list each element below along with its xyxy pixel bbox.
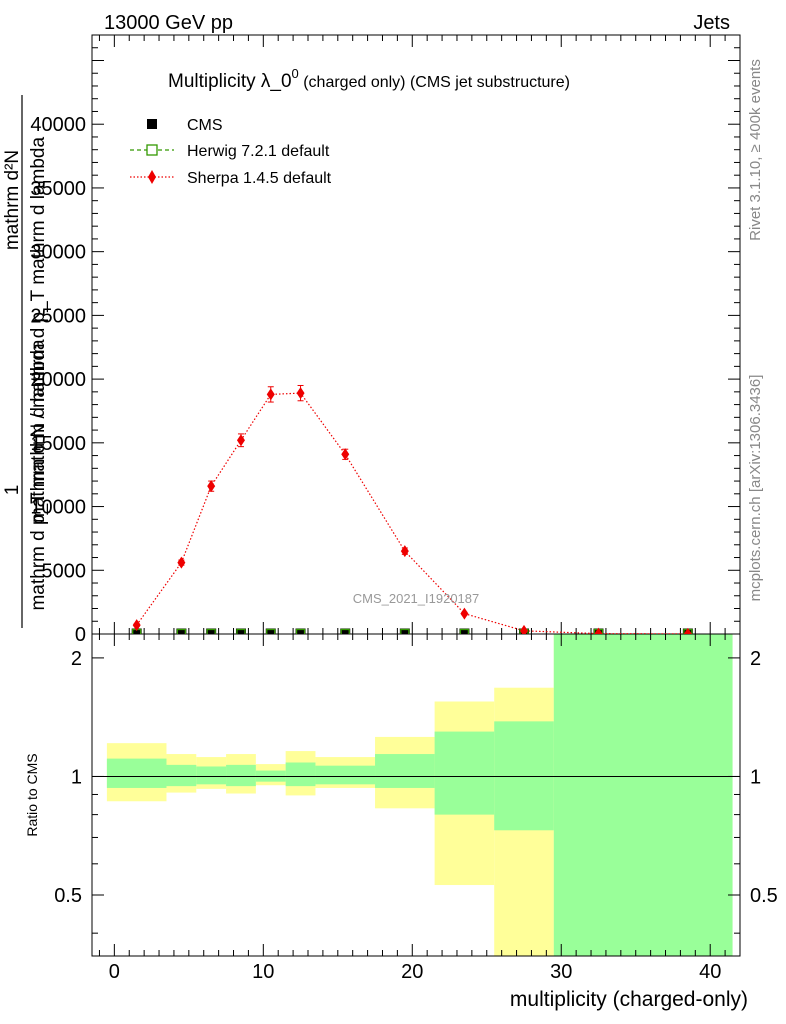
cms-point xyxy=(131,628,142,634)
ratio-band-inner-10 xyxy=(553,634,733,956)
y-label-rotated-bottom: mathrm d p_T mathrm d lambda xyxy=(28,339,49,610)
sherpa-point xyxy=(132,619,141,632)
x-axis-label: multiplicity (charged-only) xyxy=(510,988,748,1011)
main-y-label: 1 mathrm d²N mathrm d N / mathrm d p_T m… xyxy=(2,95,49,628)
ratio-x-axis: 0 10 20 30 40 xyxy=(98,634,726,983)
herwig-point xyxy=(295,628,306,634)
sherpa-point xyxy=(594,627,603,634)
cms-point xyxy=(340,628,351,634)
herwig-point xyxy=(459,628,470,634)
title-prefix: Multiplicity λ_0 xyxy=(168,71,292,92)
cms-point xyxy=(265,628,276,634)
ratio-y-tick-label-right: 1 xyxy=(750,766,761,788)
main-x-axis xyxy=(98,35,726,634)
herwig-point xyxy=(266,628,276,634)
sherpa-point xyxy=(520,624,528,634)
sherpa-point xyxy=(400,545,409,558)
main-y-tick-label: 25000 xyxy=(30,305,86,327)
ratio-band-inner-9 xyxy=(494,721,554,831)
ratio-y-label: Ratio to CMS xyxy=(24,753,40,836)
sherpa-point xyxy=(683,627,692,634)
cms-point xyxy=(399,628,410,634)
main-data xyxy=(131,384,693,634)
ratio-y-axis: 0.5 0.5 1 1 2 2 xyxy=(54,648,778,934)
legend-label-sherpa: Sherpa 1.4.5 default xyxy=(187,170,332,187)
ratio-band-inner-1 xyxy=(166,764,197,787)
main-y-tick-label: 20000 xyxy=(30,369,86,391)
legend-label-herwig: Herwig 7.2.1 default xyxy=(187,143,330,160)
energy-label: 13000 GeV pp xyxy=(104,12,233,34)
ratio-y-tick-label-right: 0.5 xyxy=(750,885,778,907)
herwig-point xyxy=(176,628,187,634)
ratio-x-tick-label: 30 xyxy=(550,961,572,983)
ratio-plot-frame xyxy=(91,633,741,957)
title-suffix: (charged only) (CMS jet substructure) xyxy=(299,74,570,91)
legend-label-cms: CMS xyxy=(187,117,223,134)
analysis-tag: CMS_2021_I1920187 xyxy=(353,591,480,606)
legend: CMS Herwig 7.2.1 default Sherpa 1.4.5 de… xyxy=(130,117,332,187)
sherpa-point xyxy=(266,388,275,401)
ratio-band-inner-2 xyxy=(196,766,227,785)
sherpa-point xyxy=(207,480,216,493)
herwig-point xyxy=(340,628,350,634)
ratio-band-inner-5 xyxy=(285,762,316,787)
legend-marker-sherpa xyxy=(148,170,156,184)
sherpa-point xyxy=(236,434,245,447)
y-label-numerator-1: 1 xyxy=(2,485,23,496)
cms-point xyxy=(206,628,217,634)
main-y-tick-label: 0 xyxy=(75,624,86,646)
ratio-x-tick-label: 20 xyxy=(401,961,423,983)
category-label: Jets xyxy=(693,12,730,34)
herwig-point xyxy=(400,628,410,634)
plot-title: Multiplicity λ_00 (charged only) (CMS je… xyxy=(168,66,570,92)
source-label: mcplots.cern.ch [arXiv:1306.3436] xyxy=(747,375,764,602)
ratio-x-tick-label: 40 xyxy=(699,961,721,983)
ratio-x-tick-label: 0 xyxy=(109,961,120,983)
main-y-tick-label: 35000 xyxy=(30,178,86,200)
y-label-rotated-top: mathrm d²N xyxy=(2,150,23,250)
legend-marker-cms xyxy=(147,119,157,129)
ratio-x-tick-label: 10 xyxy=(252,961,274,983)
ratio-band-inner-3 xyxy=(226,764,256,787)
rivet-label: Rivet 3.1.10, ≥ 400k events xyxy=(747,59,764,241)
ratio-band-inner-7 xyxy=(375,754,435,788)
cms-point xyxy=(235,628,246,634)
legend-marker-herwig xyxy=(146,144,158,156)
herwig-point xyxy=(206,628,216,634)
cms-point xyxy=(459,628,470,634)
main-y-axis: 0 5000 10000 15000 20000 25000 30000 35000 40000 xyxy=(30,34,740,646)
y-label-denominator: mathrm d N / mathrm d p_T mathrm d lambd… xyxy=(28,137,49,524)
cms-point xyxy=(295,628,306,634)
sherpa-point xyxy=(460,607,469,620)
ratio-bands xyxy=(106,634,733,956)
sherpa-point xyxy=(296,387,305,400)
ratio-band-inner-8 xyxy=(434,731,495,815)
ratio-y-tick-label-left: 2 xyxy=(71,648,82,670)
sherpa-point xyxy=(177,556,186,569)
ratio-y-tick-label-left: 0.5 xyxy=(54,885,82,907)
herwig-point xyxy=(236,628,246,634)
main-y-tick-label: 30000 xyxy=(30,242,86,264)
main-y-tick-label: 10000 xyxy=(30,497,86,519)
ratio-y-tick-label-right: 2 xyxy=(750,648,761,670)
sherpa-line xyxy=(136,392,688,634)
main-y-tick-label: 15000 xyxy=(30,433,86,455)
sherpa-point xyxy=(341,448,350,461)
cms-point xyxy=(176,628,187,634)
main-y-tick-label: 40000 xyxy=(30,114,86,136)
main-y-tick-label: 5000 xyxy=(42,560,87,582)
title-superscript: 0 xyxy=(292,66,299,81)
ratio-band-inner-6 xyxy=(315,765,376,785)
ratio-y-tick-label-left: 1 xyxy=(71,766,82,788)
ratio-band-inner-0 xyxy=(106,758,167,788)
